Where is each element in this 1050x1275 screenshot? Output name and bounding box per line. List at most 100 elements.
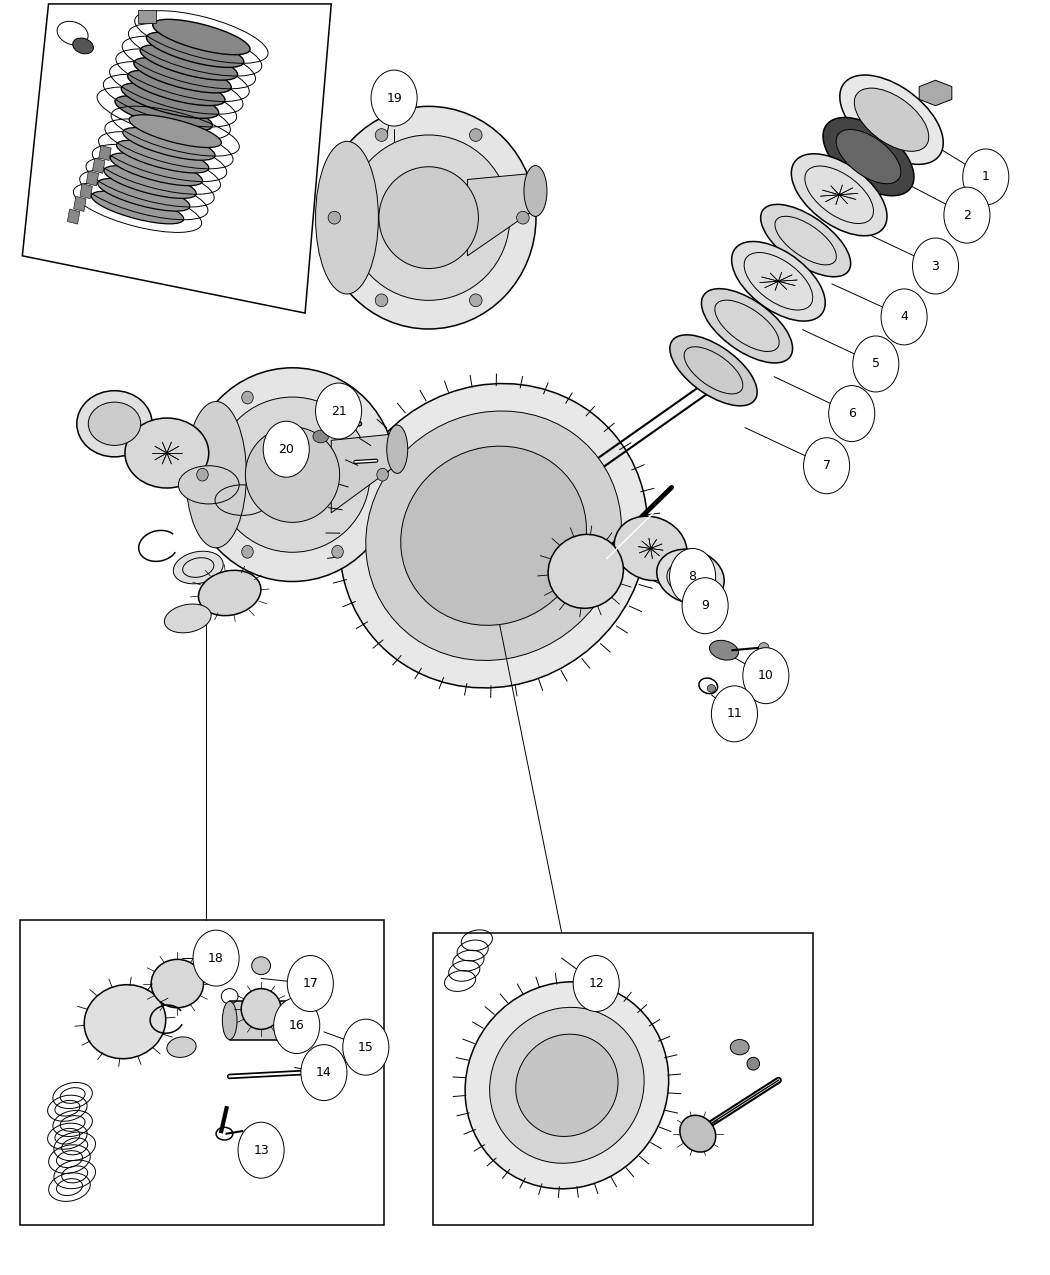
Ellipse shape bbox=[742, 648, 789, 704]
Text: 13: 13 bbox=[253, 1144, 269, 1156]
Ellipse shape bbox=[91, 191, 184, 224]
Ellipse shape bbox=[944, 187, 990, 244]
FancyBboxPatch shape bbox=[433, 932, 813, 1225]
Bar bbox=[99, 145, 111, 161]
Ellipse shape bbox=[365, 411, 622, 660]
Ellipse shape bbox=[238, 1122, 285, 1178]
Text: 18: 18 bbox=[208, 951, 224, 965]
Ellipse shape bbox=[223, 1001, 237, 1039]
Ellipse shape bbox=[732, 241, 825, 321]
Ellipse shape bbox=[760, 204, 850, 277]
Ellipse shape bbox=[881, 289, 927, 346]
Text: 4: 4 bbox=[900, 310, 908, 324]
Ellipse shape bbox=[122, 83, 218, 119]
Ellipse shape bbox=[104, 166, 196, 199]
Text: 19: 19 bbox=[386, 92, 402, 105]
Text: 10: 10 bbox=[758, 669, 774, 682]
Ellipse shape bbox=[386, 425, 407, 473]
Ellipse shape bbox=[371, 70, 417, 126]
Ellipse shape bbox=[123, 128, 215, 161]
Ellipse shape bbox=[332, 546, 343, 558]
Ellipse shape bbox=[98, 179, 190, 212]
Text: 9: 9 bbox=[701, 599, 709, 612]
Ellipse shape bbox=[215, 397, 370, 552]
Ellipse shape bbox=[110, 153, 203, 186]
Ellipse shape bbox=[828, 385, 875, 441]
Bar bbox=[67, 209, 80, 224]
FancyBboxPatch shape bbox=[20, 921, 383, 1225]
Ellipse shape bbox=[264, 421, 310, 477]
Ellipse shape bbox=[379, 167, 479, 269]
Ellipse shape bbox=[77, 390, 152, 456]
Text: 8: 8 bbox=[689, 570, 696, 583]
Ellipse shape bbox=[288, 955, 333, 1011]
Ellipse shape bbox=[377, 468, 388, 481]
Text: 3: 3 bbox=[931, 260, 940, 273]
Ellipse shape bbox=[321, 106, 536, 329]
Polygon shape bbox=[22, 4, 331, 314]
Ellipse shape bbox=[853, 337, 899, 391]
Ellipse shape bbox=[730, 1039, 749, 1054]
Text: 14: 14 bbox=[316, 1066, 332, 1079]
Ellipse shape bbox=[792, 154, 887, 236]
Text: 16: 16 bbox=[289, 1019, 304, 1031]
Ellipse shape bbox=[708, 685, 716, 692]
Text: 21: 21 bbox=[331, 404, 346, 417]
Ellipse shape bbox=[701, 288, 793, 363]
Ellipse shape bbox=[469, 295, 482, 307]
Ellipse shape bbox=[316, 382, 361, 439]
Ellipse shape bbox=[516, 1034, 618, 1136]
Ellipse shape bbox=[252, 956, 271, 974]
Ellipse shape bbox=[469, 129, 482, 142]
Ellipse shape bbox=[242, 391, 253, 404]
Ellipse shape bbox=[133, 57, 231, 93]
Ellipse shape bbox=[167, 1037, 196, 1057]
Polygon shape bbox=[467, 173, 538, 256]
Ellipse shape bbox=[342, 1019, 388, 1075]
Ellipse shape bbox=[656, 550, 724, 603]
Text: 6: 6 bbox=[847, 407, 856, 419]
Ellipse shape bbox=[524, 166, 547, 217]
Bar bbox=[74, 196, 86, 212]
Ellipse shape bbox=[88, 402, 141, 445]
Ellipse shape bbox=[670, 335, 757, 405]
Ellipse shape bbox=[301, 1044, 346, 1100]
Ellipse shape bbox=[489, 1007, 644, 1163]
Ellipse shape bbox=[747, 1057, 759, 1070]
Polygon shape bbox=[919, 80, 952, 106]
Ellipse shape bbox=[186, 402, 247, 548]
Ellipse shape bbox=[912, 238, 959, 295]
Text: 7: 7 bbox=[822, 459, 831, 472]
Ellipse shape bbox=[146, 32, 244, 68]
Polygon shape bbox=[331, 434, 397, 513]
Ellipse shape bbox=[963, 149, 1009, 205]
Ellipse shape bbox=[165, 604, 211, 632]
Ellipse shape bbox=[242, 988, 281, 1029]
Ellipse shape bbox=[198, 570, 260, 616]
Ellipse shape bbox=[836, 130, 901, 184]
Ellipse shape bbox=[375, 129, 387, 142]
Ellipse shape bbox=[803, 437, 849, 493]
Bar bbox=[138, 10, 156, 23]
Ellipse shape bbox=[129, 115, 222, 148]
Ellipse shape bbox=[670, 548, 716, 604]
Ellipse shape bbox=[348, 135, 510, 301]
Ellipse shape bbox=[840, 75, 943, 164]
Text: 15: 15 bbox=[358, 1040, 374, 1053]
Ellipse shape bbox=[151, 959, 204, 1007]
Ellipse shape bbox=[375, 295, 387, 307]
Ellipse shape bbox=[116, 96, 212, 131]
Ellipse shape bbox=[313, 430, 329, 442]
Ellipse shape bbox=[127, 70, 225, 106]
Ellipse shape bbox=[573, 955, 620, 1011]
Bar bbox=[86, 171, 99, 186]
Ellipse shape bbox=[332, 391, 343, 404]
Ellipse shape bbox=[196, 468, 208, 481]
Text: 20: 20 bbox=[278, 442, 294, 455]
Ellipse shape bbox=[339, 384, 648, 688]
Ellipse shape bbox=[855, 88, 929, 152]
Ellipse shape bbox=[173, 551, 224, 584]
Ellipse shape bbox=[679, 1116, 716, 1153]
Bar bbox=[230, 1001, 298, 1039]
Ellipse shape bbox=[328, 212, 340, 224]
